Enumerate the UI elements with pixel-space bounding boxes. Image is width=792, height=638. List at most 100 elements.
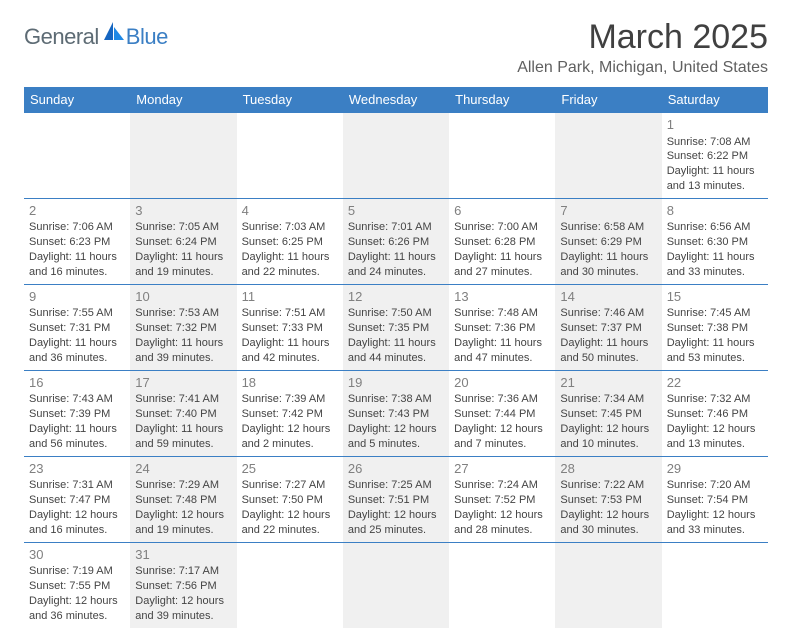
sunrise-text: Sunrise: 7:20 AM [667, 478, 763, 493]
day-number: 13 [454, 288, 550, 306]
calendar-cell: 31Sunrise: 7:17 AMSunset: 7:56 PMDayligh… [130, 542, 236, 627]
daylight2-text: and 13 minutes. [667, 179, 763, 194]
sunrise-text: Sunrise: 7:51 AM [242, 306, 338, 321]
daylight1-text: Daylight: 12 hours [667, 508, 763, 523]
calendar-cell: 16Sunrise: 7:43 AMSunset: 7:39 PMDayligh… [24, 370, 130, 456]
daylight2-text: and 30 minutes. [560, 523, 656, 538]
calendar-cell [343, 542, 449, 627]
sunrise-text: Sunrise: 7:50 AM [348, 306, 444, 321]
title-block: March 2025 Allen Park, Michigan, United … [517, 18, 768, 81]
sunrise-text: Sunrise: 7:25 AM [348, 478, 444, 493]
daylight1-text: Daylight: 11 hours [454, 336, 550, 351]
sunrise-text: Sunrise: 7:55 AM [29, 306, 125, 321]
sunset-text: Sunset: 7:43 PM [348, 407, 444, 422]
calendar-cell: 4Sunrise: 7:03 AMSunset: 6:25 PMDaylight… [237, 198, 343, 284]
calendar-cell: 5Sunrise: 7:01 AMSunset: 6:26 PMDaylight… [343, 198, 449, 284]
daylight1-text: Daylight: 12 hours [560, 508, 656, 523]
sunset-text: Sunset: 6:28 PM [454, 235, 550, 250]
day-number: 18 [242, 374, 338, 392]
day-number: 22 [667, 374, 763, 392]
daylight2-text: and 7 minutes. [454, 437, 550, 452]
sunrise-text: Sunrise: 7:31 AM [29, 478, 125, 493]
sunrise-text: Sunrise: 7:27 AM [242, 478, 338, 493]
calendar-cell: 24Sunrise: 7:29 AMSunset: 7:48 PMDayligh… [130, 456, 236, 542]
day-number: 5 [348, 202, 444, 220]
calendar-table: Sunday Monday Tuesday Wednesday Thursday… [24, 87, 768, 628]
day-number: 19 [348, 374, 444, 392]
daylight1-text: Daylight: 12 hours [454, 508, 550, 523]
sunrise-text: Sunrise: 7:34 AM [560, 392, 656, 407]
daylight2-text: and 13 minutes. [667, 437, 763, 452]
day-number: 3 [135, 202, 231, 220]
calendar-cell: 21Sunrise: 7:34 AMSunset: 7:45 PMDayligh… [555, 370, 661, 456]
daylight1-text: Daylight: 11 hours [135, 336, 231, 351]
sunrise-text: Sunrise: 7:48 AM [454, 306, 550, 321]
day-number: 6 [454, 202, 550, 220]
calendar-cell: 10Sunrise: 7:53 AMSunset: 7:32 PMDayligh… [130, 284, 236, 370]
sunrise-text: Sunrise: 7:43 AM [29, 392, 125, 407]
sunset-text: Sunset: 7:38 PM [667, 321, 763, 336]
logo-text-general: General [24, 24, 99, 50]
calendar-body: 1Sunrise: 7:08 AMSunset: 6:22 PMDaylight… [24, 113, 768, 628]
calendar-cell: 19Sunrise: 7:38 AMSunset: 7:43 PMDayligh… [343, 370, 449, 456]
day-number: 16 [29, 374, 125, 392]
calendar-cell [237, 113, 343, 199]
sunrise-text: Sunrise: 7:46 AM [560, 306, 656, 321]
calendar-cell [662, 542, 768, 627]
calendar-cell: 7Sunrise: 6:58 AMSunset: 6:29 PMDaylight… [555, 198, 661, 284]
sunrise-text: Sunrise: 7:41 AM [135, 392, 231, 407]
sunset-text: Sunset: 7:53 PM [560, 493, 656, 508]
daylight1-text: Daylight: 11 hours [242, 250, 338, 265]
day-number: 9 [29, 288, 125, 306]
sunset-text: Sunset: 7:36 PM [454, 321, 550, 336]
calendar-row: 23Sunrise: 7:31 AMSunset: 7:47 PMDayligh… [24, 456, 768, 542]
daylight1-text: Daylight: 11 hours [667, 336, 763, 351]
calendar-cell: 2Sunrise: 7:06 AMSunset: 6:23 PMDaylight… [24, 198, 130, 284]
day-header: Monday [130, 87, 236, 113]
daylight2-text: and 5 minutes. [348, 437, 444, 452]
sunrise-text: Sunrise: 6:56 AM [667, 220, 763, 235]
daylight2-text: and 16 minutes. [29, 265, 125, 280]
daylight2-text: and 33 minutes. [667, 523, 763, 538]
sunset-text: Sunset: 7:51 PM [348, 493, 444, 508]
calendar-cell: 22Sunrise: 7:32 AMSunset: 7:46 PMDayligh… [662, 370, 768, 456]
daylight2-text: and 19 minutes. [135, 265, 231, 280]
daylight2-text: and 28 minutes. [454, 523, 550, 538]
calendar-cell [555, 113, 661, 199]
daylight2-text: and 24 minutes. [348, 265, 444, 280]
sunset-text: Sunset: 6:25 PM [242, 235, 338, 250]
sail-icon [104, 22, 126, 45]
daylight1-text: Daylight: 12 hours [135, 594, 231, 609]
sunset-text: Sunset: 7:56 PM [135, 579, 231, 594]
daylight2-text: and 10 minutes. [560, 437, 656, 452]
sunset-text: Sunset: 7:47 PM [29, 493, 125, 508]
day-number: 28 [560, 460, 656, 478]
calendar-cell: 25Sunrise: 7:27 AMSunset: 7:50 PMDayligh… [237, 456, 343, 542]
day-header: Thursday [449, 87, 555, 113]
sunrise-text: Sunrise: 7:45 AM [667, 306, 763, 321]
sunrise-text: Sunrise: 7:06 AM [29, 220, 125, 235]
daylight1-text: Daylight: 11 hours [242, 336, 338, 351]
calendar-cell: 15Sunrise: 7:45 AMSunset: 7:38 PMDayligh… [662, 284, 768, 370]
calendar-cell: 30Sunrise: 7:19 AMSunset: 7:55 PMDayligh… [24, 542, 130, 627]
sunrise-text: Sunrise: 7:22 AM [560, 478, 656, 493]
calendar-cell: 9Sunrise: 7:55 AMSunset: 7:31 PMDaylight… [24, 284, 130, 370]
calendar-cell [343, 113, 449, 199]
daylight2-text: and 22 minutes. [242, 265, 338, 280]
calendar-cell: 11Sunrise: 7:51 AMSunset: 7:33 PMDayligh… [237, 284, 343, 370]
sunset-text: Sunset: 7:35 PM [348, 321, 444, 336]
calendar-cell [24, 113, 130, 199]
daylight2-text: and 47 minutes. [454, 351, 550, 366]
calendar-cell: 8Sunrise: 6:56 AMSunset: 6:30 PMDaylight… [662, 198, 768, 284]
daylight2-text: and 16 minutes. [29, 523, 125, 538]
sunrise-text: Sunrise: 7:29 AM [135, 478, 231, 493]
day-number: 27 [454, 460, 550, 478]
calendar-cell: 6Sunrise: 7:00 AMSunset: 6:28 PMDaylight… [449, 198, 555, 284]
sunrise-text: Sunrise: 7:08 AM [667, 135, 763, 150]
daylight1-text: Daylight: 11 hours [454, 250, 550, 265]
calendar-row: 2Sunrise: 7:06 AMSunset: 6:23 PMDaylight… [24, 198, 768, 284]
calendar-cell: 14Sunrise: 7:46 AMSunset: 7:37 PMDayligh… [555, 284, 661, 370]
daylight2-text: and 33 minutes. [667, 265, 763, 280]
day-number: 7 [560, 202, 656, 220]
calendar-cell: 12Sunrise: 7:50 AMSunset: 7:35 PMDayligh… [343, 284, 449, 370]
